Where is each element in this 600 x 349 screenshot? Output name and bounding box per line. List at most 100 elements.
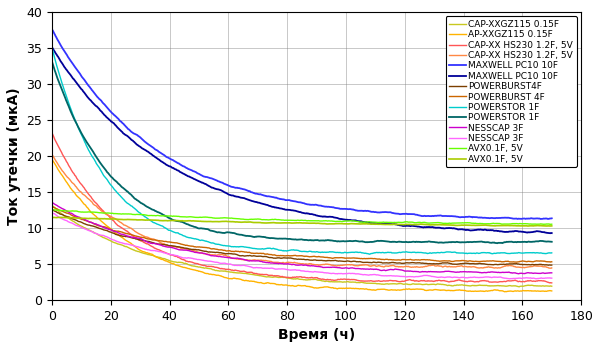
CAP-XX HS230 1.2F, 5V [367,264,374,268]
AP-XXGZ115 0.15F [548,289,556,293]
CAP-XXGZ115 0.15F [352,280,359,284]
POWERBURST 4F [367,256,374,260]
Y-axis label: Ток утечки (мкА): Ток утечки (мкА) [7,87,21,225]
CAP-XX HS230 1.2F, 5V [339,263,346,267]
MAXWELL PC10 10F [339,217,346,221]
POWERBURST4F [548,263,556,267]
AVX0.1F, 5V [479,221,486,225]
CAP-XX HS230 1.2F, 5V [79,184,86,188]
AP-XXGZ115 0.15F [49,158,56,162]
POWERSTOR 1F [352,239,359,243]
POWERSTOR 1F [49,61,56,65]
NESSCAP 3F [79,226,86,230]
Line: MAXWELL PC10 10F: MAXWELL PC10 10F [52,30,552,219]
POWERBURST4F [339,259,346,263]
POWERSTOR 1F [548,240,556,244]
MAXWELL PC10 10F [547,231,554,235]
CAP-XX HS230 1.2F, 5V [428,279,435,283]
AVX0.1F, 5V [340,222,347,226]
Line: CAP-XX HS230 1.2F, 5V: CAP-XX HS230 1.2F, 5V [52,155,552,268]
AVX0.1F, 5V [548,222,556,226]
POWERBURST 4F [79,217,86,222]
POWERSTOR 1F [479,251,487,255]
MAXWELL PC10 10F [352,218,359,222]
AVX0.1F, 5V [353,222,360,226]
MAXWELL PC10 10F [79,89,86,93]
AVX0.1F, 5V [542,224,550,228]
NESSCAP 3F [479,271,486,275]
MAXWELL PC10 10F [479,216,486,220]
NESSCAP 3F [49,211,56,215]
CAP-XX HS230 1.2F, 5V [352,278,359,282]
POWERSTOR 1F [49,47,56,51]
MAXWELL PC10 10F [367,209,374,214]
NESSCAP 3F [352,267,359,271]
NESSCAP 3F [339,266,346,270]
AVX0.1F, 5V [479,223,487,227]
NESSCAP 3F [428,269,435,274]
POWERSTOR 1F [367,240,374,244]
MAXWELL PC10 10F [352,208,359,213]
POWERBURST4F [49,208,56,212]
POWERSTOR 1F [339,251,346,255]
AP-XXGZ115 0.15F [79,201,86,205]
MAXWELL PC10 10F [49,46,56,50]
CAP-XX HS230 1.2F, 5V [352,263,359,268]
POWERSTOR 1F [494,241,501,245]
CAP-XXGZ115 0.15F [548,284,556,288]
POWERBURST4F [367,260,374,265]
CAP-XX HS230 1.2F, 5V [479,266,486,270]
Line: POWERBURST 4F: POWERBURST 4F [52,207,552,262]
Line: POWERBURST4F: POWERBURST4F [52,210,552,265]
Line: MAXWELL PC10 10F: MAXWELL PC10 10F [52,48,552,233]
POWERBURST4F [428,262,435,266]
AP-XXGZ115 0.15F [479,289,486,293]
POWERBURST 4F [49,205,56,209]
CAP-XX HS230 1.2F, 5V [548,266,556,270]
CAP-XXGZ115 0.15F [367,281,374,285]
NESSCAP 3F [79,217,86,221]
X-axis label: Время (ч): Время (ч) [278,328,355,342]
NESSCAP 3F [367,273,374,277]
Line: CAP-XXGZ115 0.15F: CAP-XXGZ115 0.15F [52,206,552,287]
POWERBURST 4F [512,260,520,264]
CAP-XX HS230 1.2F, 5V [479,279,486,283]
POWERSTOR 1F [365,252,373,256]
POWERBURST4F [479,262,486,266]
NESSCAP 3F [506,277,514,281]
Line: NESSCAP 3F: NESSCAP 3F [52,213,552,279]
MAXWELL PC10 10F [339,207,346,211]
Line: AP-XXGZ115 0.15F: AP-XXGZ115 0.15F [52,160,552,292]
MAXWELL PC10 10F [49,28,56,32]
POWERBURST4F [545,263,552,267]
Line: NESSCAP 3F: NESSCAP 3F [52,203,552,274]
POWERSTOR 1F [368,251,375,255]
CAP-XX HS230 1.2F, 5V [79,192,86,196]
MAXWELL PC10 10F [428,214,435,218]
MAXWELL PC10 10F [428,225,435,229]
AVX0.1F, 5V [428,223,436,227]
Line: AVX0.1F, 5V: AVX0.1F, 5V [52,209,552,224]
CAP-XX HS230 1.2F, 5V [548,281,555,285]
CAP-XX HS230 1.2F, 5V [49,153,56,157]
NESSCAP 3F [339,272,346,276]
MAXWELL PC10 10F [544,217,551,221]
MAXWELL PC10 10F [548,231,556,235]
NESSCAP 3F [352,272,359,276]
POWERSTOR 1F [339,239,346,243]
AVX0.1F, 5V [546,222,553,227]
AVX0.1F, 5V [368,222,375,226]
Line: AVX0.1F, 5V: AVX0.1F, 5V [52,217,552,226]
MAXWELL PC10 10F [479,228,486,232]
AVX0.1F, 5V [49,207,56,211]
AVX0.1F, 5V [49,215,56,220]
Line: POWERSTOR 1F: POWERSTOR 1F [52,49,552,254]
AVX0.1F, 5V [352,219,359,223]
AP-XXGZ115 0.15F [501,290,508,294]
Line: CAP-XX HS230 1.2F, 5V: CAP-XX HS230 1.2F, 5V [52,134,552,283]
POWERBURST4F [352,259,359,263]
POWERBURST4F [79,221,86,225]
AVX0.1F, 5V [80,216,87,221]
NESSCAP 3F [49,201,56,205]
AP-XXGZ115 0.15F [428,288,435,292]
